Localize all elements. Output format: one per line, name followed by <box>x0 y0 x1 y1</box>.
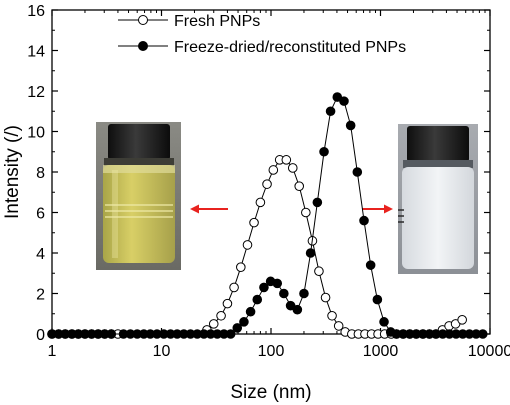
y-tick-label: 6 <box>36 206 45 223</box>
reconstituted-data-point <box>359 215 369 226</box>
fresh-data-point <box>320 292 331 303</box>
fresh-data-point <box>262 179 272 189</box>
reconstituted-data-point <box>312 197 323 208</box>
fresh-data-point <box>255 197 266 208</box>
legend-item: Fresh PNPs <box>118 13 260 30</box>
reconstituted-data-point <box>305 248 316 258</box>
reconstituted-data-point <box>319 146 329 157</box>
fresh-vial-photo <box>96 122 181 270</box>
fresh-data-point <box>281 155 292 165</box>
y-tick-label: 10 <box>27 125 45 142</box>
fresh-data-point <box>242 240 253 250</box>
series <box>47 92 488 339</box>
fresh-data-point <box>314 266 324 277</box>
y-tick-label: 8 <box>36 165 45 182</box>
reconstituted-data-point <box>345 120 356 131</box>
fresh-data-point <box>236 262 246 272</box>
fresh-data-point <box>216 310 226 321</box>
reconstituted-data-point <box>106 329 117 339</box>
legend-marker <box>138 41 148 51</box>
fresh-data-point <box>208 319 219 329</box>
reconstituted-data-point <box>272 278 283 289</box>
reconstituted-data-point <box>252 294 263 305</box>
legend-label: Freeze-dried/reconstituted PNPs <box>174 39 406 56</box>
reconstituted-data-point <box>225 329 236 339</box>
fresh-data-point <box>229 282 239 293</box>
y-tick-label: 14 <box>27 44 45 61</box>
reconstituted-data-point <box>477 329 488 339</box>
legend: Fresh PNPs Freeze-dried/reconstituted PNP… <box>118 13 406 56</box>
fresh-data-point <box>294 181 305 191</box>
legend-marker <box>138 15 148 25</box>
x-tick-label: 1000 <box>363 343 399 360</box>
series-2 <box>47 92 488 339</box>
y-axis-title: Intensity (/) <box>2 125 23 219</box>
right-arrow <box>362 204 393 214</box>
fresh-data-point <box>327 310 337 321</box>
fresh-data-point <box>287 163 298 173</box>
reconstituted-data-point <box>379 317 389 327</box>
x-tick-label: 1 <box>48 343 57 360</box>
reconstituted-data-point <box>259 282 269 293</box>
reconstituted-data-point <box>232 323 243 333</box>
fresh-data-point <box>222 298 233 309</box>
fresh-data-point <box>249 217 259 228</box>
reconstituted-data-point <box>245 306 256 317</box>
reconstituted-vial-photo <box>398 124 478 274</box>
x-tick-label: 10000 <box>468 343 510 360</box>
y-tick-label: 4 <box>36 246 45 263</box>
x-tick-label: 10 <box>153 343 171 360</box>
y-tick-label: 0 <box>36 327 45 344</box>
reconstituted-data-point <box>325 106 336 117</box>
y-tick-label: 2 <box>36 287 45 304</box>
reconstituted-data-point <box>292 304 303 315</box>
fresh-data-point <box>457 315 467 325</box>
legend-label: Fresh PNPs <box>174 13 260 30</box>
axes: 1 10 100 1000 10000 0 2 4 6 8 10 12 14 16 Size (nm) Int… <box>2 3 510 403</box>
fresh-data-point <box>268 165 279 175</box>
reconstituted-data-point <box>339 96 349 106</box>
reconstituted-data-point <box>279 288 289 299</box>
legend-item: Freeze-dried/reconstituted PNPs <box>118 39 406 56</box>
x-tick-label: 100 <box>258 343 285 360</box>
x-axis-title: Size (nm) <box>230 382 311 403</box>
reconstituted-data-point <box>365 260 376 270</box>
fresh-data-point <box>301 207 311 218</box>
fresh-data-point <box>333 321 344 331</box>
reconstituted-data-point <box>299 288 309 299</box>
reconstituted-data-point <box>239 317 249 327</box>
y-tick-label: 16 <box>27 3 45 20</box>
left-arrow <box>190 204 228 214</box>
y-tick-label: 12 <box>27 84 45 101</box>
reconstituted-data-point <box>352 167 363 177</box>
reconstituted-data-point <box>372 294 383 305</box>
